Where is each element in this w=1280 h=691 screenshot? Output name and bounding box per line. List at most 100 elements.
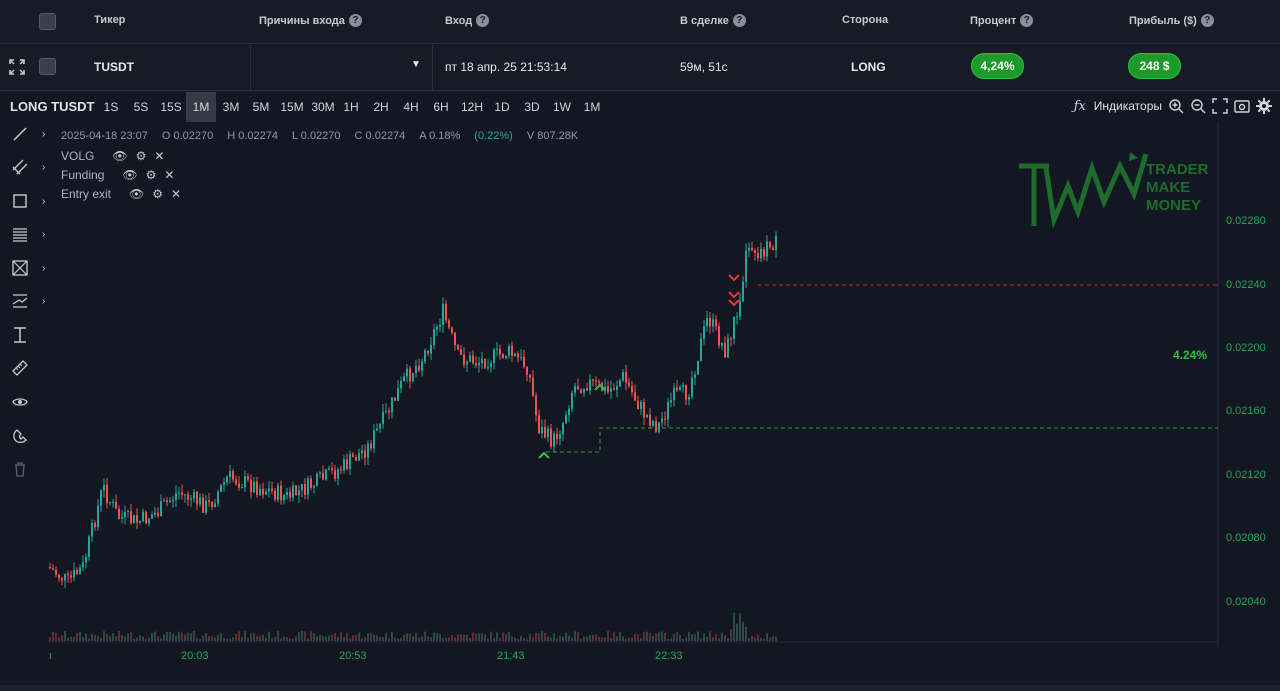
timeframe-5m-button[interactable]: 5M [252, 100, 270, 114]
timeframe-3d-button[interactable]: 3D [524, 100, 540, 114]
select-all-checkbox[interactable] [39, 13, 56, 30]
candle-body [409, 368, 411, 382]
delete-tool[interactable] [12, 461, 32, 481]
volume-bar [283, 636, 285, 641]
timeframe-15s-button[interactable]: 15S [160, 100, 182, 114]
magnet-tool[interactable] [12, 427, 32, 447]
volume-bar [559, 635, 561, 641]
volume-bar [727, 638, 729, 641]
volume-bar [247, 637, 249, 641]
price-chart[interactable] [48, 122, 1220, 648]
volume-bar [193, 631, 195, 641]
volume-bar [124, 636, 126, 641]
candle-body [280, 485, 282, 501]
eye-icon[interactable]: 👁 [122, 168, 138, 182]
help-icon[interactable]: ? [1200, 14, 1214, 27]
gear-icon[interactable]: ⚙ [152, 187, 164, 201]
zoom-out-icon[interactable] [1190, 98, 1206, 114]
timeframe-1m-button[interactable]: 1M [583, 100, 601, 114]
timeframe-30m-button[interactable]: 30M [311, 100, 335, 114]
volume-bar [394, 637, 396, 641]
timeframe-15m-button[interactable]: 15M [280, 100, 304, 114]
volume-bar [208, 635, 210, 641]
table-row[interactable]: TUSDT ▼ пт 18 апр. 25 21:53:14 59м, 51с … [0, 45, 1280, 91]
timeframe-12h-button[interactable]: 12H [460, 100, 483, 114]
ruler-tool[interactable] [12, 360, 32, 380]
help-icon[interactable]: ? [476, 14, 490, 27]
visibility-tool[interactable] [12, 394, 32, 414]
close-icon[interactable]: ✕ [171, 187, 182, 201]
zoom-in-icon[interactable] [1168, 98, 1184, 114]
trendline-tool[interactable]: › [12, 126, 45, 146]
volume-bar [271, 638, 273, 641]
gann-tool[interactable]: › [12, 260, 45, 280]
chevron-right-icon[interactable]: › [42, 296, 46, 307]
candle-body [76, 570, 78, 574]
candle-body [178, 492, 180, 494]
function-icon[interactable]: ƒx [1073, 98, 1086, 114]
timeframe-1w-button[interactable]: 1W [553, 100, 571, 114]
volume-bar [190, 633, 192, 641]
timeframe-1m-button[interactable]: 1M [186, 92, 216, 122]
candle-body [250, 479, 252, 493]
row-checkbox[interactable] [39, 58, 56, 75]
candle-body [412, 373, 414, 382]
bottom-scrollbar[interactable] [0, 685, 1280, 691]
timeframe-4h-button[interactable]: 4H [403, 100, 419, 114]
volume-bar [304, 631, 306, 641]
channel-tool[interactable]: › [12, 159, 45, 179]
settings-icon[interactable] [1256, 98, 1272, 114]
timeframe-6h-button[interactable]: 6H [433, 100, 449, 114]
volume-bar [157, 636, 159, 641]
shape-tool[interactable]: › [12, 193, 45, 213]
timeframe-1h-button[interactable]: 1H [343, 100, 359, 114]
close-icon[interactable]: ✕ [154, 149, 165, 163]
candle-body [463, 354, 465, 365]
eye-icon[interactable]: 👁 [112, 149, 128, 163]
volume-bar [277, 631, 279, 641]
volume-bar [592, 635, 594, 641]
fullscreen-icon[interactable] [1212, 98, 1228, 114]
volume-bar [547, 636, 549, 641]
eye-icon[interactable]: 👁 [129, 187, 145, 201]
volume-bar [553, 633, 555, 641]
volume-bar [631, 637, 633, 641]
chevron-right-icon[interactable]: › [42, 196, 46, 207]
volume-bar [628, 637, 630, 641]
indicators-button[interactable]: Индикаторы [1093, 99, 1162, 113]
timeframe-1s-button[interactable]: 1S [103, 100, 119, 114]
help-icon[interactable]: ? [1020, 14, 1034, 27]
timeframe-2h-button[interactable]: 2H [373, 100, 389, 114]
gear-icon[interactable]: ⚙ [145, 168, 157, 182]
timeframe-1d-button[interactable]: 1D [494, 100, 510, 114]
measure-tool[interactable] [12, 327, 32, 347]
gear-icon[interactable]: ⚙ [135, 149, 147, 163]
screenshot-icon[interactable] [1234, 98, 1250, 114]
pattern-tool[interactable]: › [12, 293, 45, 313]
volume-bar [340, 632, 342, 641]
fib-tool[interactable]: › [12, 226, 45, 246]
help-icon[interactable]: ? [732, 14, 746, 27]
volume-bar [55, 632, 57, 641]
chevron-right-icon[interactable]: › [42, 263, 46, 274]
candle-body [757, 253, 759, 259]
candle-body [772, 247, 774, 251]
candle-body [553, 433, 555, 447]
chevron-right-icon[interactable]: › [42, 162, 46, 173]
chevron-right-icon[interactable]: › [42, 229, 46, 240]
volume-bar [523, 637, 525, 641]
expand-icon[interactable] [9, 59, 25, 75]
timeframe-5s-button[interactable]: 5S [133, 100, 149, 114]
close-icon[interactable]: ✕ [164, 168, 175, 182]
volume-bar [217, 634, 219, 641]
candle-body [100, 490, 102, 506]
timeframe-3m-button[interactable]: 3M [222, 100, 240, 114]
candle-body [742, 281, 744, 302]
candle-body [364, 450, 366, 458]
candle-body [316, 473, 318, 486]
logo-text: TRADER MAKE MONEY [1146, 161, 1209, 215]
chevron-right-icon[interactable]: › [42, 129, 46, 140]
chevron-down-icon[interactable]: ▼ [411, 59, 421, 70]
help-icon[interactable]: ? [348, 14, 362, 27]
volume-bar [229, 638, 231, 641]
